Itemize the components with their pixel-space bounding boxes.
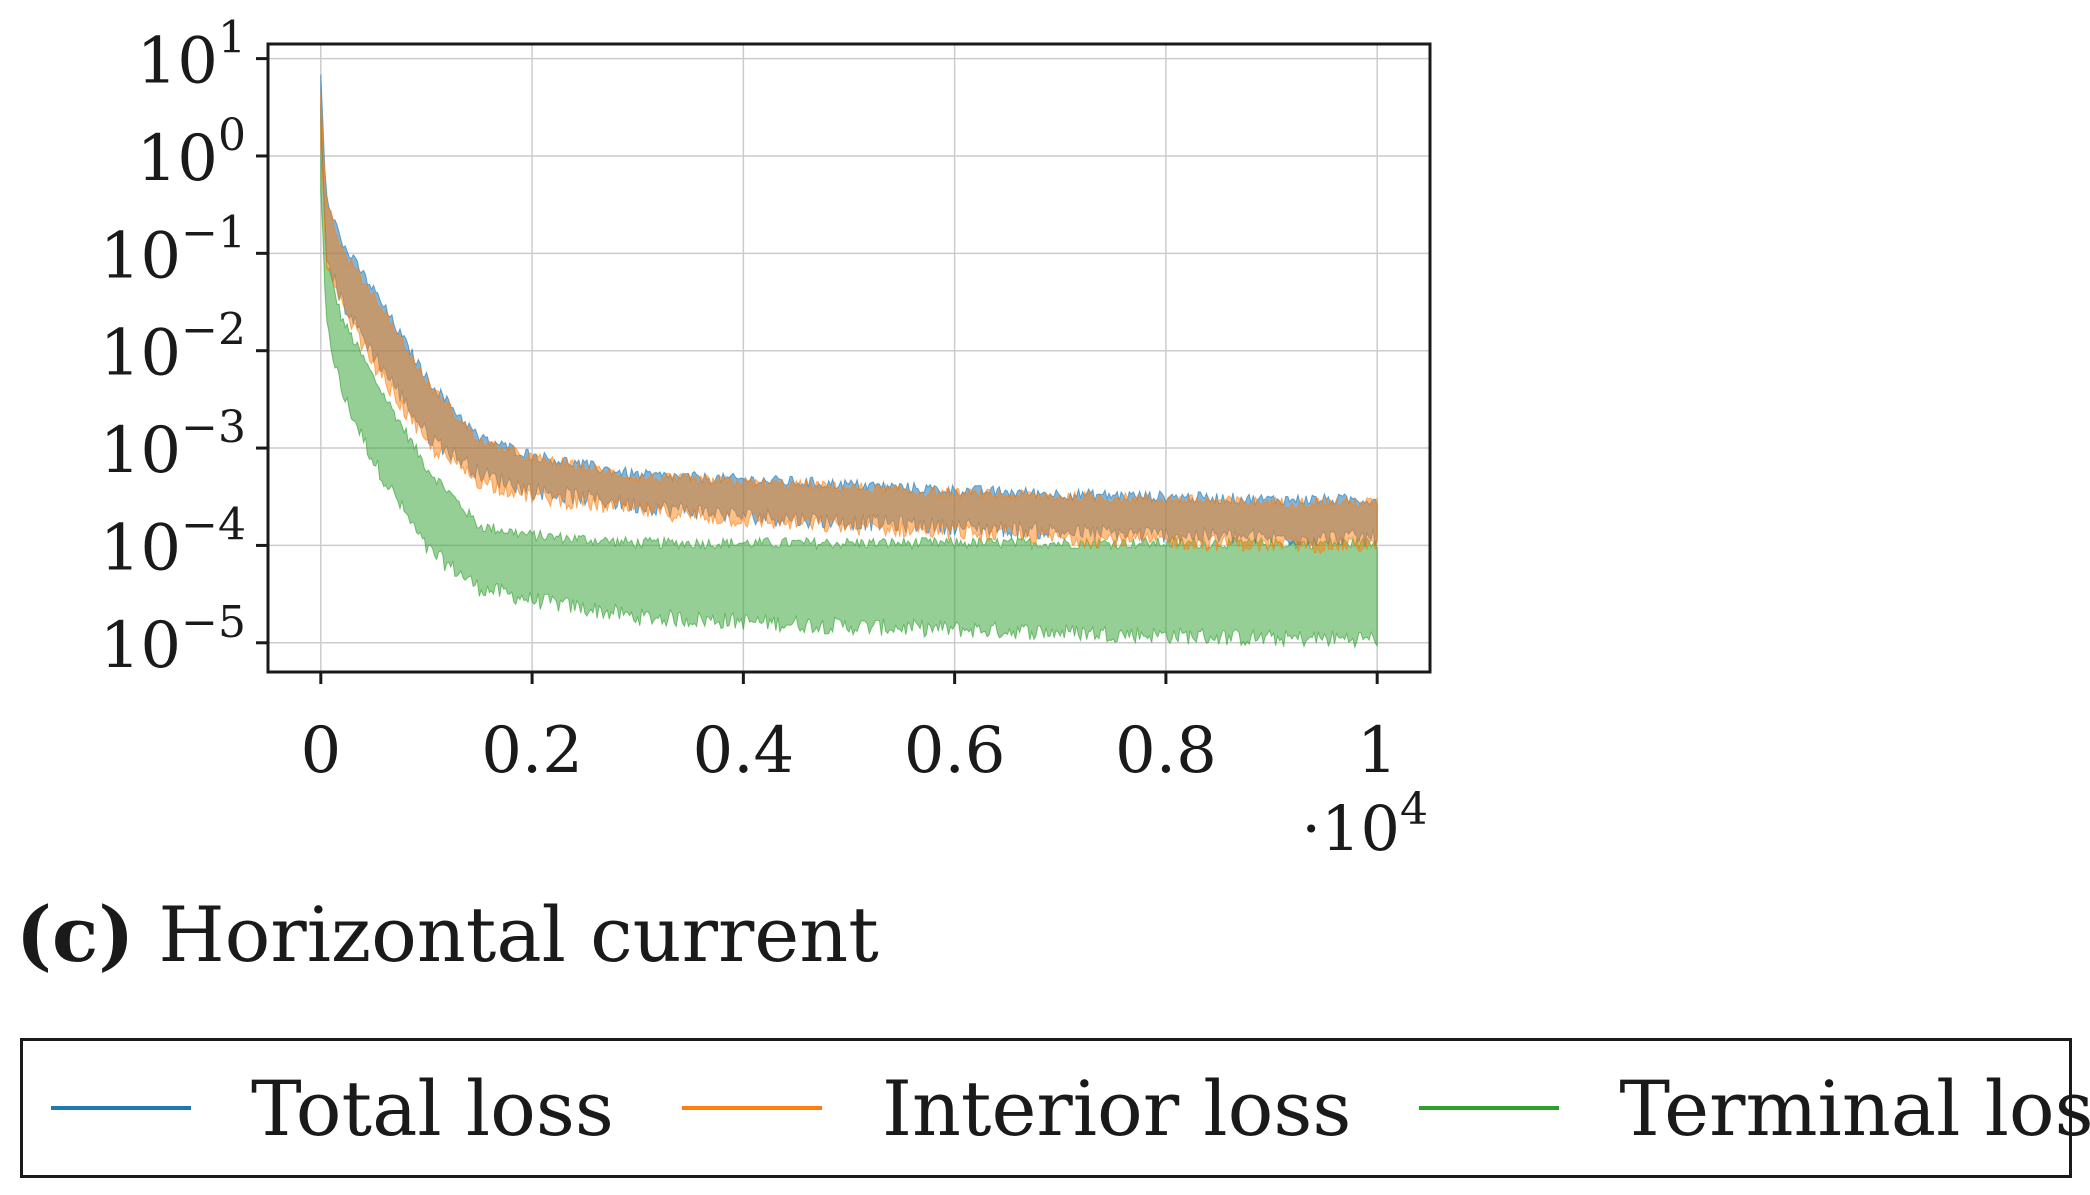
legend-item-total: Total loss <box>23 1041 654 1175</box>
x-tick-label: 1 <box>1357 714 1398 788</box>
legend-label-total: Total loss <box>251 1063 614 1153</box>
x-axis: 0 0.2 0.4 0.6 0.8 1 <box>300 672 1398 788</box>
legend-line-total <box>51 1106 191 1110</box>
series-interior-loss <box>320 93 1378 555</box>
legend-item-interior: Interior loss <box>654 1041 1391 1175</box>
x-tick-label: 0.2 <box>481 714 583 788</box>
legend-label-terminal: Terminal loss <box>1619 1063 2090 1153</box>
series-layer <box>320 74 1378 650</box>
x-tick-label: 0.4 <box>692 714 794 788</box>
y-tick-label: 10−4 <box>100 499 246 585</box>
x-tick-label: 0.6 <box>904 714 1006 788</box>
legend-line-interior <box>681 1106 822 1110</box>
legend-line-terminal <box>1419 1106 1560 1110</box>
y-axis: 101 100 10−1 10−2 10−3 10−4 10−5 <box>100 13 268 683</box>
y-tick-label: 10−3 <box>100 402 246 488</box>
series-terminal-loss <box>320 105 1378 650</box>
x-tick-label: 0.8 <box>1115 714 1217 788</box>
y-tick-label: 10−1 <box>100 207 246 293</box>
figure-caption: (c) Horizontal current <box>16 890 879 979</box>
loss-chart: 0 0.2 0.4 0.6 0.8 1 101 100 10−1 10−2 10−3 10−4 10−… <box>100 13 1432 865</box>
y-tick-label: 100 <box>137 110 246 196</box>
legend: Total loss Interior loss Terminal loss <box>20 1038 2090 1178</box>
y-tick-label: 10−2 <box>100 305 246 391</box>
x-scale-multiplier: ·104 <box>1301 784 1428 865</box>
caption-text: Horizontal current <box>158 890 879 979</box>
legend-label-interior: Interior loss <box>881 1063 1352 1153</box>
legend-item-terminal: Terminal loss <box>1391 1041 2090 1175</box>
y-tick-label: 101 <box>137 13 246 99</box>
plot-frame <box>266 42 1432 674</box>
y-tick-label: 10−5 <box>100 597 246 683</box>
x-tick-label: 0 <box>300 714 341 788</box>
caption-letter: (c) <box>16 890 135 979</box>
